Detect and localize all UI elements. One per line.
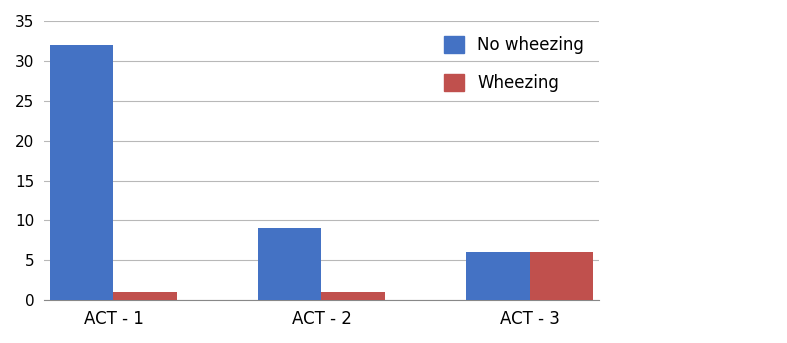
Bar <box>113 292 177 300</box>
Legend: No wheezing, Wheezing: No wheezing, Wheezing <box>437 29 590 99</box>
Bar <box>530 252 593 300</box>
Bar <box>321 292 385 300</box>
Bar <box>466 252 530 300</box>
Bar <box>50 45 113 300</box>
Bar <box>258 228 321 300</box>
